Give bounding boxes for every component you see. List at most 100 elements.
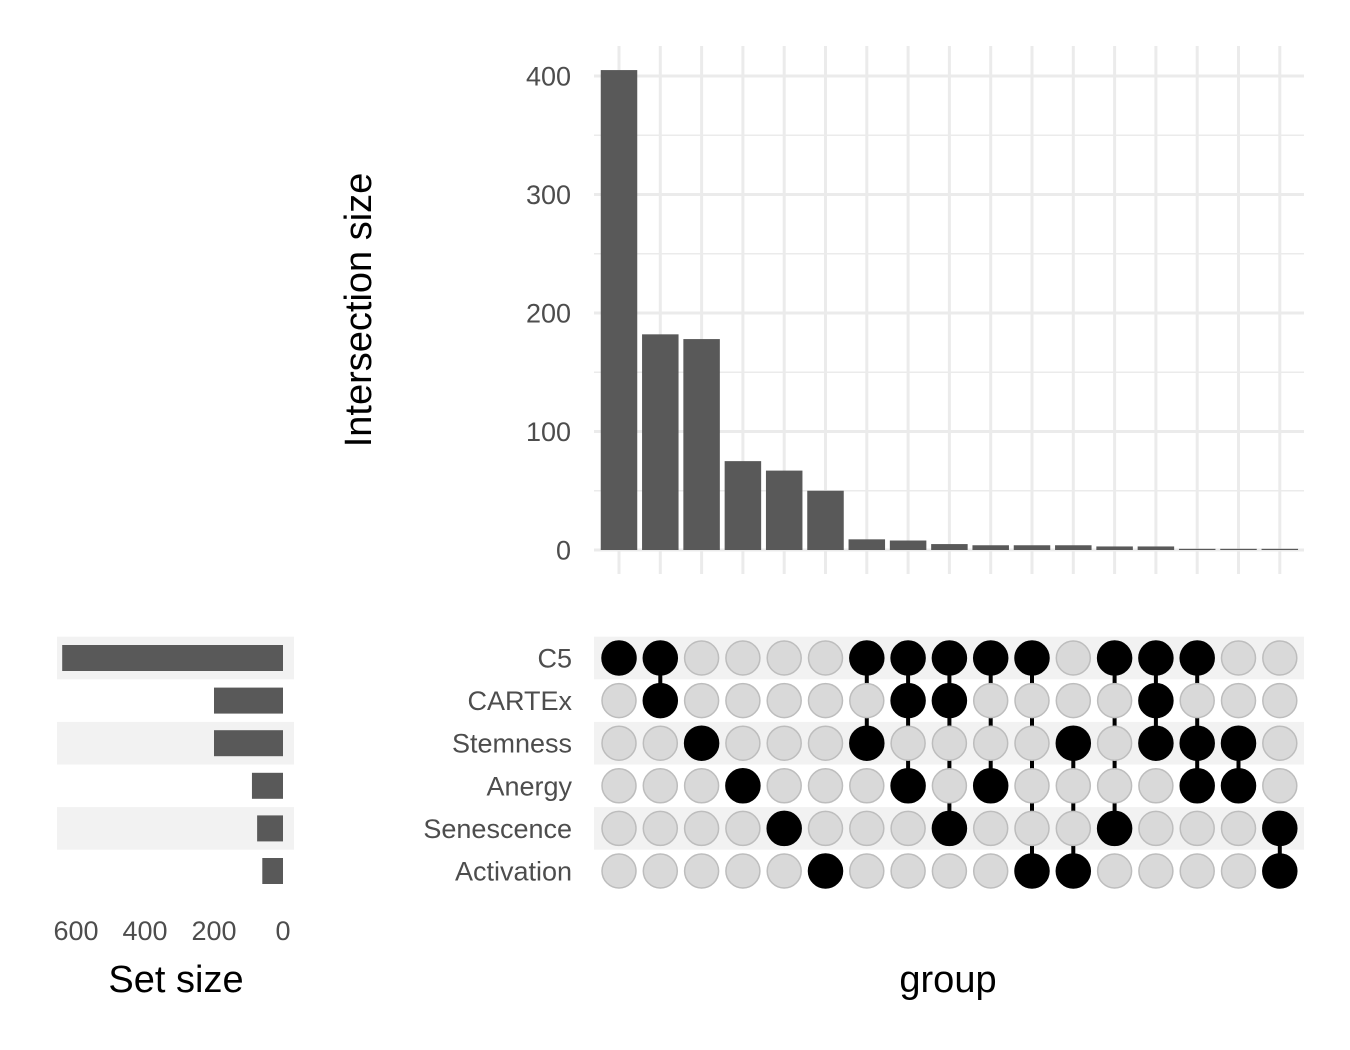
membership-dot-inactive [849, 682, 885, 719]
membership-dot-inactive [807, 725, 844, 761]
intersection-bar [1220, 548, 1257, 550]
set-label-c5: C5 [537, 644, 572, 674]
membership-dot-active [1014, 853, 1050, 889]
intersection-bar [642, 334, 679, 550]
membership-dot-inactive [683, 682, 720, 719]
membership-dot-inactive [972, 853, 1009, 889]
set-size-bar [214, 687, 283, 714]
membership-dot-inactive [972, 725, 1009, 761]
membership-dot-inactive [642, 853, 679, 889]
membership-dot-inactive [766, 682, 802, 719]
membership-dot-active [972, 640, 1009, 676]
membership-dot-active [1138, 725, 1174, 761]
set-size-bar [214, 730, 283, 757]
membership-dot-inactive [890, 853, 926, 889]
set-label-stemness: Stemness [452, 729, 572, 759]
membership-dot-inactive [601, 810, 637, 847]
membership-dot-active [1014, 640, 1050, 676]
membership-dot-active [1262, 810, 1298, 847]
membership-dot-inactive [807, 640, 844, 676]
membership-dot-active [1138, 640, 1174, 676]
set-size-bar [262, 858, 283, 884]
membership-dot-active [725, 768, 761, 804]
membership-dot-inactive [972, 682, 1009, 719]
y-tick-label: 0 [556, 536, 571, 566]
membership-dot-inactive [1055, 682, 1092, 719]
membership-dot-inactive [1179, 853, 1215, 889]
membership-dot-inactive [1220, 853, 1257, 889]
set-size-bar [62, 645, 284, 671]
set-label-senescence: Senescence [423, 814, 572, 844]
intersection-bar [1096, 546, 1133, 550]
membership-dot-inactive [642, 768, 679, 804]
set-labels: C5 CARTEx Stemness Anergy Senescence Activati… [423, 644, 572, 887]
membership-dot-inactive [890, 725, 926, 761]
membership-dot-inactive [1055, 640, 1092, 676]
membership-dot-active [1179, 640, 1215, 676]
y-tick-label: 200 [526, 299, 571, 329]
membership-dot-inactive [1014, 768, 1050, 804]
intersection-bar [1137, 546, 1175, 550]
membership-dot-active [931, 810, 968, 847]
set-size-tick-label: 600 [53, 916, 98, 946]
intersection-bar [765, 470, 803, 550]
membership-dot-inactive [849, 810, 885, 847]
membership-dot-inactive [683, 640, 720, 676]
membership-dot-inactive [1262, 682, 1298, 719]
membership-dot-inactive [683, 853, 720, 889]
set-size-ticks: 600 400 200 0 [53, 916, 290, 946]
membership-dot-inactive [601, 853, 637, 889]
set-size-tick-label: 400 [122, 916, 167, 946]
membership-matrix [601, 640, 1298, 889]
membership-dot-inactive [849, 768, 885, 804]
membership-dot-inactive [1138, 810, 1174, 847]
membership-dot-inactive [972, 810, 1009, 847]
membership-dot-active [1262, 853, 1298, 889]
set-size-bar [251, 772, 283, 799]
membership-dot-inactive [642, 810, 679, 847]
membership-dot-inactive [725, 810, 761, 847]
set-size-stripe [57, 807, 294, 850]
intersection-size-axis-title: Intersection size [338, 173, 380, 448]
membership-dot-inactive [1179, 682, 1215, 719]
intersection-bar [1013, 545, 1051, 550]
membership-dot-inactive [1096, 725, 1133, 761]
membership-dot-inactive [1220, 810, 1257, 847]
membership-dot-inactive [642, 725, 679, 761]
membership-dot-inactive [1014, 725, 1050, 761]
membership-dot-active [683, 725, 720, 761]
membership-dot-inactive [725, 640, 761, 676]
y-tick-label: 300 [526, 180, 571, 210]
membership-dot-inactive [601, 725, 637, 761]
set-label-cartex: CARTEx [467, 686, 572, 716]
membership-dot-inactive [1138, 768, 1174, 804]
membership-dot-inactive [766, 853, 802, 889]
membership-dot-inactive [1220, 682, 1257, 719]
membership-dot-inactive [1014, 810, 1050, 847]
intersection-bar [724, 461, 762, 550]
intersection-bar [889, 540, 927, 550]
membership-dot-active [1055, 853, 1092, 889]
intersection-bar [1055, 545, 1092, 550]
membership-dot-active [1220, 725, 1257, 761]
intersection-bar [1261, 548, 1299, 550]
membership-dot-active [890, 768, 926, 804]
membership-dot-inactive [725, 853, 761, 889]
membership-dot-inactive [849, 853, 885, 889]
membership-dot-inactive [1055, 810, 1092, 847]
set-size-tick-label: 200 [191, 916, 236, 946]
membership-dot-active [807, 853, 844, 889]
set-label-activation: Activation [455, 857, 572, 887]
membership-dot-inactive [1096, 853, 1133, 889]
membership-dot-inactive [931, 853, 968, 889]
intersection-bar [683, 339, 720, 550]
membership-dot-active [931, 640, 968, 676]
membership-dot-active [1096, 640, 1133, 676]
membership-dot-active [601, 640, 637, 676]
set-label-anergy: Anergy [486, 771, 572, 801]
membership-dot-inactive [725, 725, 761, 761]
membership-dot-active [890, 682, 926, 719]
intersection-bar [600, 70, 638, 550]
membership-dot-active [1096, 810, 1133, 847]
